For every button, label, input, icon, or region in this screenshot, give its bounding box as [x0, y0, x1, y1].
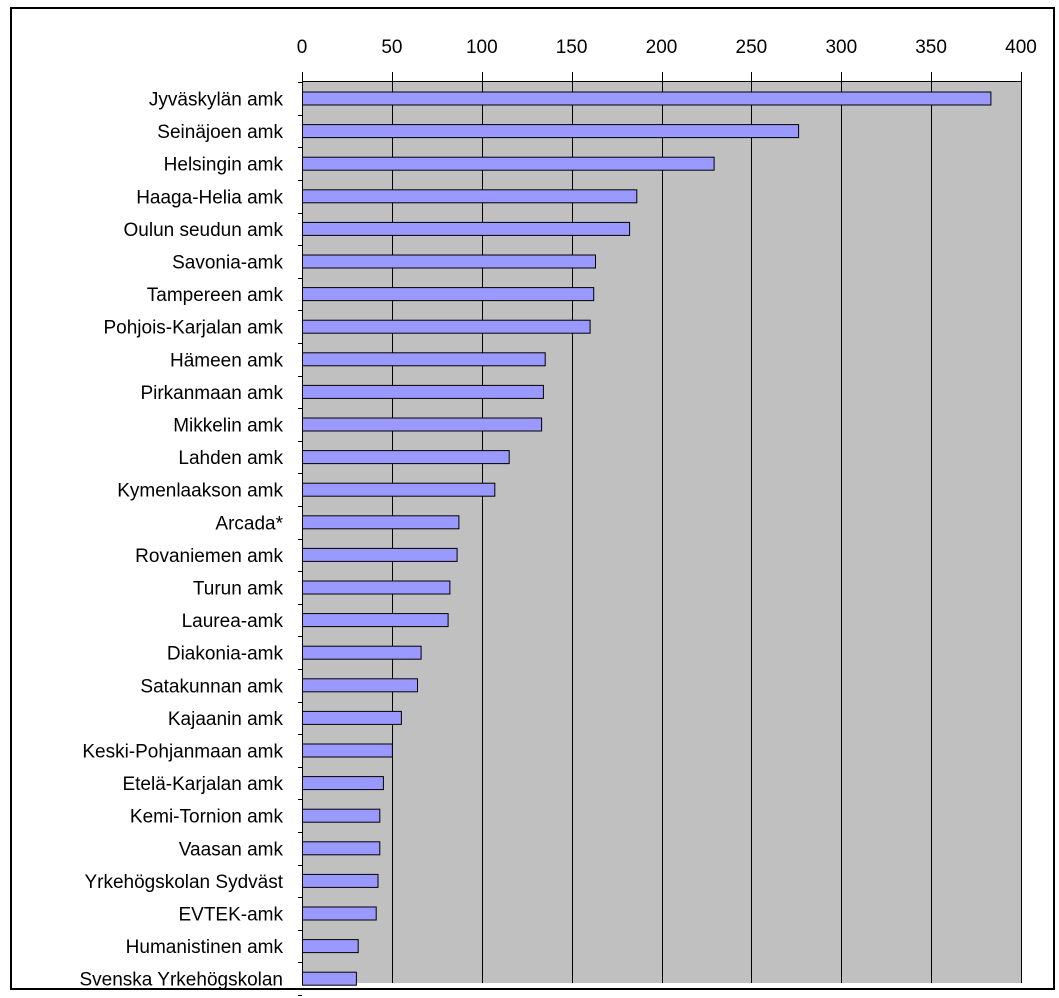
bar-21 — [302, 776, 384, 791]
bar-6 — [302, 287, 595, 302]
category-label: Vaasan amk — [179, 839, 284, 860]
bar-23 — [302, 841, 381, 856]
category-label: Rovaniemen amk — [135, 546, 283, 567]
category-label: Turun amk — [193, 579, 284, 600]
bar-16 — [302, 613, 449, 628]
bar-19 — [302, 710, 402, 725]
category-label: Pirkanmaan amk — [140, 383, 283, 404]
bar-7 — [302, 319, 591, 334]
category-label: Svenska Yrkehögskolan — [80, 970, 284, 991]
x-tick-labels: 0 50 100 150 200 250 300 350 400 — [297, 37, 1037, 58]
bar-10 — [302, 417, 543, 432]
category-label: Mikkelin amk — [173, 416, 283, 437]
category-label: Diakonia-amk — [167, 644, 284, 665]
category-label: Etelä-Karjalan amk — [122, 774, 283, 795]
bar-9 — [302, 384, 544, 399]
category-label: EVTEK-amk — [178, 905, 283, 926]
bar-18 — [302, 678, 418, 693]
category-label: Satakunnan amk — [140, 676, 283, 697]
bar-11 — [302, 450, 510, 465]
bar-24 — [302, 873, 379, 888]
category-label: Savonia-amk — [172, 253, 283, 274]
category-label: Haaga-Helia amk — [136, 187, 283, 208]
bar-5 — [302, 254, 596, 269]
category-label: Kajaanin amk — [168, 709, 284, 730]
bar-13 — [302, 515, 460, 530]
axes — [298, 72, 1022, 996]
category-label: Kymenlaakson amk — [117, 481, 283, 502]
x-tick-label: 400 — [1005, 37, 1037, 58]
x-tick-label: 100 — [466, 37, 498, 58]
bar-15 — [302, 580, 451, 595]
x-tick-label: 350 — [915, 37, 947, 58]
x-tick-label: 150 — [556, 37, 588, 58]
category-label: Yrkehögskolan Sydväst — [84, 872, 283, 893]
bar-12 — [302, 482, 496, 497]
category-label: Keski-Pohjanmaan amk — [82, 742, 283, 763]
bar-22 — [302, 808, 381, 823]
category-label: Laurea-amk — [182, 611, 284, 632]
category-label: Jyväskylän amk — [149, 90, 284, 111]
category-label: Seinäjoen amk — [157, 122, 283, 143]
x-tick-label: 300 — [825, 37, 857, 58]
bar-1 — [302, 124, 800, 139]
bar-3 — [302, 189, 638, 204]
bar-26 — [302, 939, 359, 954]
category-label: Oulun seudun amk — [124, 220, 284, 241]
x-tick-label: 250 — [736, 37, 768, 58]
bar-4 — [302, 221, 631, 236]
bar-8 — [302, 352, 546, 367]
x-tick-label: 50 — [381, 37, 402, 58]
category-label: Humanistinen amk — [126, 937, 284, 958]
category-label: Arcada* — [215, 513, 283, 534]
category-label: Tampereen amk — [147, 285, 284, 306]
bar-25 — [302, 906, 377, 921]
bar-27 — [302, 971, 357, 986]
bar-17 — [302, 645, 422, 660]
category-label: Pohjois-Karjalan amk — [103, 318, 283, 339]
category-label: Kemi-Tornion amk — [130, 807, 284, 828]
bar-20 — [302, 743, 393, 758]
plot-area — [302, 82, 1021, 983]
category-label: Helsingin amk — [164, 155, 284, 176]
category-labels: Jyväskylän amk Seinäjoen amk Helsingin amk… — [80, 90, 284, 991]
category-label: Hämeen amk — [170, 350, 283, 371]
bar-2 — [302, 156, 715, 171]
bar-14 — [302, 547, 458, 562]
category-label: Lahden amk — [178, 448, 283, 469]
x-tick-label: 200 — [646, 37, 678, 58]
bar-0 — [302, 91, 992, 106]
x-tick-label: 0 — [297, 37, 308, 58]
bars — [302, 91, 992, 986]
